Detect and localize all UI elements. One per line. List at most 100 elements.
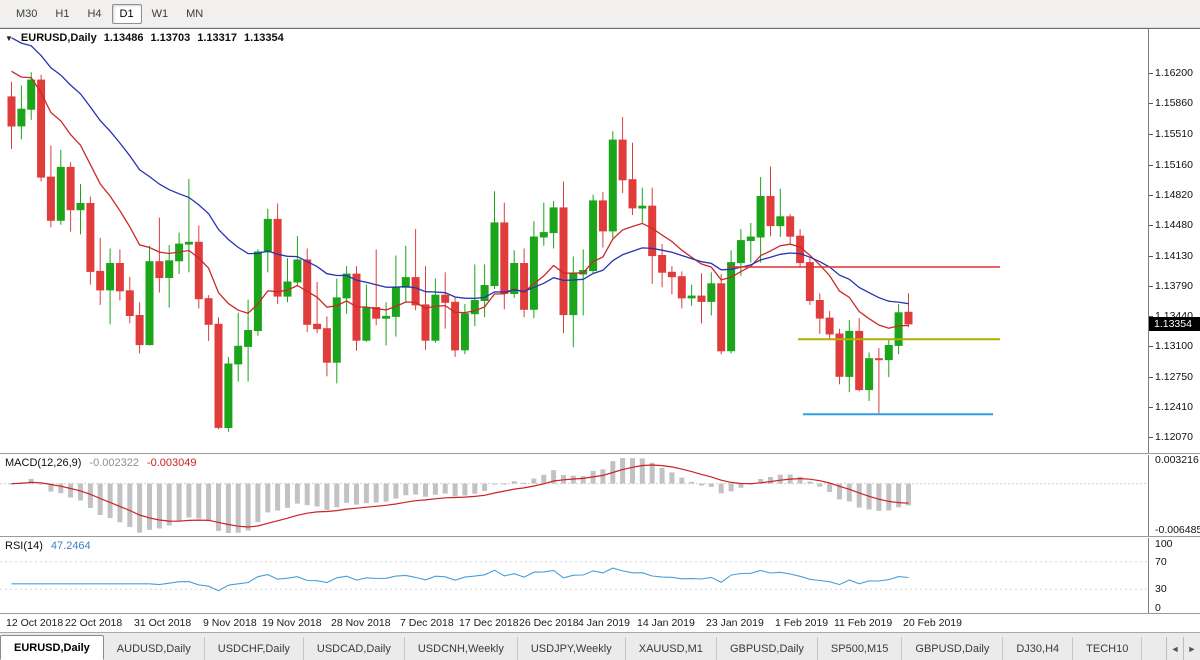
- axis-tick: [1149, 134, 1153, 135]
- axis-tick: [1149, 377, 1153, 378]
- price-axis-label: 1.14130: [1155, 249, 1193, 262]
- price-axis-label: 1.15160: [1155, 158, 1193, 171]
- date-label: 28 Nov 2018: [331, 617, 391, 629]
- chart-tab-audusd-daily[interactable]: AUDUSD,Daily: [104, 637, 205, 660]
- tab-scroll-arrows: ◄ ►: [1166, 637, 1200, 660]
- candlestick-chart[interactable]: [0, 29, 1148, 453]
- chart-tab-usdcnh-weekly[interactable]: USDCNH,Weekly: [405, 637, 518, 660]
- date-label: 4 Jan 2019: [578, 617, 630, 629]
- macd-axis-max: 0.003216: [1155, 454, 1199, 466]
- rsi-axis-label: 30: [1155, 583, 1167, 596]
- macd-header: MACD(12,26,9) -0.002322 -0.003049: [5, 457, 197, 469]
- chart-tab-sp500-m15[interactable]: SP500,M15: [818, 637, 903, 660]
- timeframe-button-h1[interactable]: H1: [55, 7, 70, 20]
- chart-window: ▼ EURUSD,Daily 1.13486 1.13703 1.13317 1…: [0, 28, 1200, 633]
- axis-tick: [1149, 256, 1153, 257]
- macd-chart[interactable]: [0, 455, 1148, 536]
- price-axis-label: 1.12750: [1155, 371, 1193, 384]
- ma-slow-blue: [11, 37, 909, 305]
- date-label: 17 Dec 2018: [459, 617, 519, 629]
- rsi-axis-label: 100: [1155, 538, 1173, 550]
- chart-header: ▼ EURUSD,Daily 1.13486 1.13703 1.13317 1…: [5, 32, 284, 44]
- rsi-header: RSI(14) 47.2464: [5, 540, 91, 552]
- chart-tab-usdjpy-weekly[interactable]: USDJPY,Weekly: [518, 637, 626, 660]
- rsi-label: RSI(14): [5, 540, 43, 552]
- ma-fast-red: [11, 70, 909, 329]
- chart-tab-usdcad-daily[interactable]: USDCAD,Daily: [304, 637, 405, 660]
- date-label: 12 Oct 2018: [6, 617, 64, 629]
- chart-tab-tech10[interactable]: TECH10: [1073, 637, 1143, 660]
- panel-resize-separator[interactable]: [0, 536, 1200, 538]
- candlestick-series: [7, 72, 913, 432]
- chart-tab-eurusd-daily[interactable]: EURUSD,Daily: [0, 635, 104, 660]
- rsi-line: [11, 567, 909, 592]
- tab-scroll-right-icon[interactable]: ►: [1183, 637, 1200, 660]
- chart-menu-icon[interactable]: ▼: [5, 33, 13, 43]
- rsi-axis-label: 0: [1155, 602, 1161, 614]
- panel-resize-separator[interactable]: [0, 453, 1200, 455]
- rsi-value: 47.2464: [50, 540, 91, 552]
- axis-tick: [1149, 225, 1153, 226]
- date-label: 26 Dec 2018: [519, 617, 579, 629]
- chart-tab-gbpusd-daily[interactable]: GBPUSD,Daily: [717, 637, 818, 660]
- axis-tick: [1149, 407, 1153, 408]
- timeframe-button-m30[interactable]: M30: [16, 7, 38, 20]
- timeframe-button-mn[interactable]: MN: [186, 7, 204, 20]
- chart-tab-xauusd-m1[interactable]: XAUUSD,M1: [626, 637, 717, 660]
- date-label: 23 Jan 2019: [706, 617, 764, 629]
- axis-tick: [1149, 286, 1153, 287]
- axis-tick: [1149, 73, 1153, 74]
- axis-tick: [1149, 103, 1153, 104]
- timeframe-button-d1[interactable]: D1: [111, 3, 142, 24]
- timeframe-button-h4[interactable]: H4: [87, 7, 102, 20]
- axis-tick: [1149, 316, 1153, 317]
- date-label: 11 Feb 2019: [834, 617, 893, 629]
- rsi-chart[interactable]: [0, 538, 1148, 613]
- chart-tab-usdchf-daily[interactable]: USDCHF,Daily: [205, 637, 304, 660]
- rsi-axis-label: 70: [1155, 555, 1167, 568]
- price-axis-label: 1.14820: [1155, 188, 1193, 201]
- price-chart-panel[interactable]: ▼ EURUSD,Daily 1.13486 1.13703 1.13317 1…: [0, 29, 1148, 453]
- price-axis-label: 1.13790: [1155, 279, 1193, 292]
- date-label: 7 Dec 2018: [400, 617, 454, 629]
- price-axis-label: 1.13100: [1155, 340, 1193, 353]
- macd-signal-line: [11, 464, 909, 528]
- price-axis-label: 1.12070: [1155, 431, 1193, 444]
- ohlc-low: 1.13317: [197, 32, 238, 44]
- date-label: 14 Jan 2019: [637, 617, 695, 629]
- date-label: 22 Oct 2018: [65, 617, 123, 629]
- chart-tab-dj30-h4[interactable]: DJ30,H4: [1003, 637, 1074, 660]
- price-axis[interactable]: 1.13354 1.16200 1.15860 1.15510 1.15160 1.14…: [1148, 29, 1200, 615]
- chart-tabs-bar: EURUSD,Daily AUDUSD,Daily USDCHF,Daily USDC…: [0, 632, 1200, 660]
- axis-tick: [1149, 437, 1153, 438]
- price-axis-label: 1.16200: [1155, 67, 1193, 80]
- price-axis-label: 1.12410: [1155, 401, 1193, 414]
- date-label: 31 Oct 2018: [134, 617, 192, 629]
- macd-histogram: [9, 458, 911, 533]
- timeframe-button-w1[interactable]: W1: [151, 7, 169, 20]
- current-price-badge: 1.13354: [1149, 316, 1200, 331]
- chart-tab-gbpusd-daily[interactable]: GBPUSD,Daily: [902, 637, 1004, 660]
- date-label: 20 Feb 2019: [903, 617, 962, 629]
- ohlc-high: 1.13703: [150, 32, 191, 44]
- price-axis-label: 1.14480: [1155, 218, 1193, 231]
- price-axis-label: 1.15510: [1155, 127, 1193, 140]
- macd-panel[interactable]: MACD(12,26,9) -0.002322 -0.003049: [0, 455, 1148, 536]
- rsi-panel[interactable]: RSI(14) 47.2464: [0, 538, 1148, 613]
- price-axis-label: 1.15860: [1155, 97, 1193, 110]
- time-axis[interactable]: 12 Oct 2018 22 Oct 2018 31 Oct 2018 9 Nov 2…: [0, 615, 1200, 633]
- macd-value-signal: -0.003049: [146, 457, 197, 469]
- axis-tick: [1149, 346, 1153, 347]
- macd-value-main: -0.002322: [89, 457, 139, 469]
- macd-axis-min: -0.006485: [1155, 524, 1200, 536]
- date-label: 19 Nov 2018: [262, 617, 322, 629]
- axis-tick: [1149, 165, 1153, 166]
- ohlc-close: 1.13354: [244, 32, 284, 44]
- ohlc-open: 1.13486: [103, 32, 144, 44]
- date-label: 9 Nov 2018: [203, 617, 257, 629]
- tab-scroll-left-icon[interactable]: ◄: [1166, 637, 1183, 660]
- macd-label: MACD(12,26,9): [5, 457, 82, 469]
- date-label: 1 Feb 2019: [775, 617, 829, 629]
- chart-symbol-label: EURUSD,Daily: [20, 32, 97, 44]
